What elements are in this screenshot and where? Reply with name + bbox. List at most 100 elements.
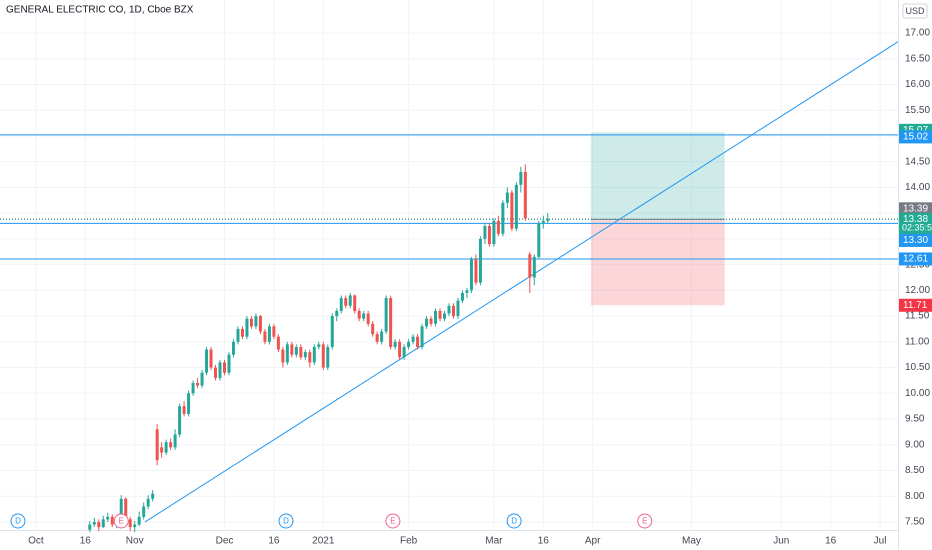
stop-zone — [590, 219, 725, 306]
candle-body — [537, 223, 541, 257]
candle-body — [308, 352, 312, 363]
x-tick-label: Mar — [485, 536, 503, 547]
candle-body — [519, 171, 523, 185]
candle-body — [160, 447, 164, 453]
candle-body — [330, 316, 334, 347]
candle-body — [285, 344, 289, 363]
candle-body — [106, 516, 110, 520]
candle-body — [487, 226, 491, 245]
x-tick-label: Jul — [874, 536, 887, 547]
candle-body — [371, 323, 375, 335]
trend-line — [144, 41, 899, 523]
x-tick-label: 16 — [538, 536, 550, 547]
candle-body — [209, 349, 213, 368]
plot — [0, 0, 899, 533]
candle-body — [380, 331, 384, 342]
candle-body — [200, 372, 204, 386]
x-tick-label: Nov — [126, 536, 144, 547]
candle-body — [460, 292, 464, 301]
candle-body — [258, 316, 262, 332]
candle-body — [142, 506, 146, 517]
price-label: 12.61 — [903, 254, 928, 265]
candle-body — [478, 238, 482, 283]
event-marker — [278, 513, 294, 529]
candle-body — [133, 524, 137, 528]
candle-body — [456, 300, 460, 317]
currency-box — [902, 3, 928, 19]
candle-body — [299, 346, 303, 358]
candle-body — [88, 524, 92, 530]
x-tick-label: May — [682, 536, 701, 547]
event-label: D — [283, 517, 289, 526]
candle-body — [214, 367, 218, 378]
price-label: 11.71 — [903, 300, 928, 311]
candle-body — [393, 341, 397, 347]
candle-body — [362, 313, 366, 319]
candle-body — [411, 336, 415, 342]
candle-body — [205, 349, 209, 373]
candle-body — [317, 344, 321, 347]
y-tick-label: 7.50 — [905, 517, 925, 528]
candle-body — [312, 346, 316, 363]
candle-body — [97, 521, 101, 528]
candle-body — [344, 298, 348, 306]
candle-body — [469, 259, 473, 291]
price-label-box — [899, 233, 932, 247]
price-label-box — [899, 202, 932, 216]
x-tick-label: Feb — [400, 536, 418, 547]
price-label-box — [899, 212, 932, 235]
y-tick-label: 9.50 — [905, 414, 925, 425]
candle-body — [425, 318, 429, 327]
x-tick-label: Oct — [28, 536, 44, 547]
price-label: 15.02 — [903, 132, 928, 143]
y-tick-label: 12.00 — [905, 285, 930, 296]
candle-body — [541, 220, 545, 224]
candle-body — [348, 295, 352, 306]
candle-body — [196, 382, 200, 386]
candle-body — [227, 354, 231, 373]
y-tick-label: 17.00 — [905, 28, 930, 39]
candle-body — [294, 346, 298, 355]
candle-body — [272, 326, 276, 337]
event-label: E — [390, 517, 395, 526]
candle-body — [303, 352, 307, 358]
x-tick-label: 16 — [80, 536, 92, 547]
event-marker — [10, 513, 26, 529]
candle-body — [505, 192, 509, 203]
candle-body — [474, 259, 478, 283]
y-tick-label: 15.50 — [905, 105, 930, 116]
y-tick-label: 14.50 — [905, 156, 930, 167]
price-label-box — [899, 252, 932, 266]
candle-body — [92, 521, 96, 525]
candle-body — [263, 331, 267, 342]
event-marker — [506, 513, 522, 529]
candle-body — [483, 226, 487, 239]
candle-body — [236, 328, 240, 342]
candle-body — [173, 434, 177, 448]
x-tick-label: Apr — [585, 536, 601, 547]
event-marker — [385, 513, 401, 529]
candle-body — [496, 220, 500, 234]
candle-body — [416, 336, 420, 347]
event-label: D — [511, 517, 517, 526]
candle-body — [178, 406, 182, 435]
candle-body — [218, 362, 222, 378]
x-tick-label: Dec — [216, 536, 234, 547]
y-tick-label: 14.00 — [905, 182, 930, 193]
candle-body — [546, 218, 550, 221]
x-tick-label: 16 — [268, 536, 280, 547]
candle-body — [492, 220, 496, 245]
price-label-box — [899, 130, 932, 144]
y-tick-label: 10.00 — [905, 388, 930, 399]
candle-body — [353, 295, 357, 311]
candle-body — [276, 336, 280, 350]
event-label: E — [119, 517, 124, 526]
candle-body — [398, 341, 402, 358]
candle-body — [420, 326, 424, 347]
candle-body — [501, 202, 505, 234]
candle-body — [375, 334, 379, 342]
candle-body — [254, 316, 258, 327]
candle-body — [169, 442, 173, 448]
